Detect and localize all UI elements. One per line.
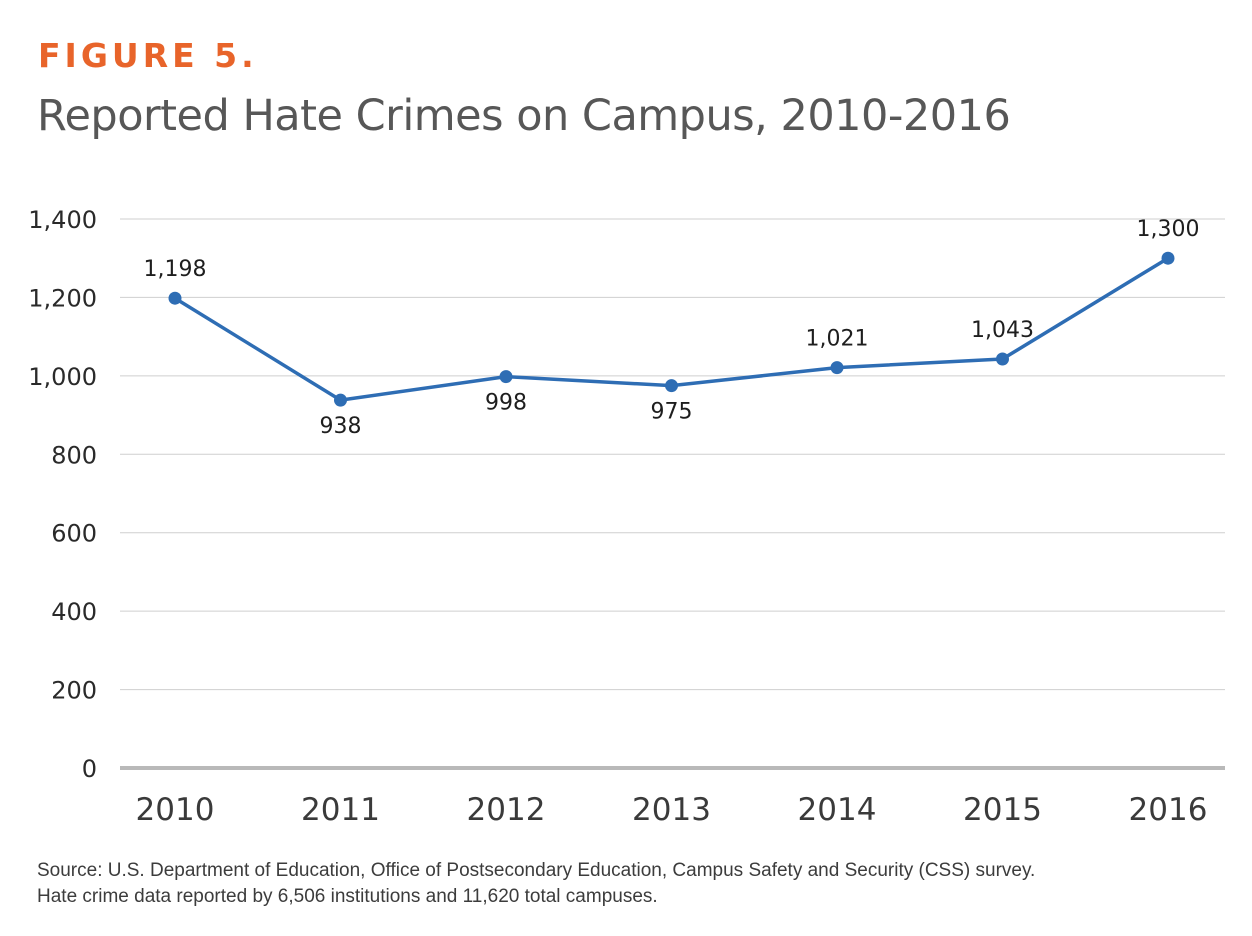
data-label: 975 bbox=[651, 400, 693, 425]
y-tick-label: 800 bbox=[51, 441, 97, 469]
y-tick-label: 200 bbox=[51, 677, 97, 705]
y-tick-label: 1,400 bbox=[28, 206, 97, 234]
y-tick-label: 0 bbox=[82, 755, 97, 783]
source-line-2: Hate crime data reported by 6,506 instit… bbox=[37, 886, 658, 907]
figure-label: FIGURE 5. bbox=[38, 36, 258, 75]
data-point bbox=[665, 379, 678, 393]
data-labels: 1,198 938 998 975 1,021 1,043 1,300 bbox=[144, 217, 1200, 439]
x-axis-tick-labels: 2010 2011 2012 2013 2014 2015 2016 bbox=[136, 792, 1208, 828]
data-label: 998 bbox=[485, 391, 527, 416]
x-tick-label: 2014 bbox=[798, 792, 877, 828]
x-tick-label: 2016 bbox=[1129, 792, 1208, 828]
source-line-1: Source: U.S. Department of Education, Of… bbox=[37, 860, 1036, 881]
source-note: Source: U.S. Department of Education, Of… bbox=[37, 858, 1035, 910]
data-point bbox=[1161, 251, 1175, 265]
x-tick-label: 2015 bbox=[963, 792, 1042, 828]
data-label: 1,300 bbox=[1137, 217, 1200, 242]
data-label: 1,043 bbox=[971, 318, 1034, 343]
y-tick-label: 600 bbox=[51, 520, 97, 548]
y-tick-label: 1,000 bbox=[28, 363, 97, 391]
series-layer bbox=[168, 251, 1175, 407]
x-tick-label: 2013 bbox=[632, 792, 711, 828]
data-point bbox=[499, 370, 513, 384]
x-tick-label: 2010 bbox=[136, 792, 215, 828]
y-tick-label: 1,200 bbox=[28, 284, 97, 312]
x-tick-label: 2011 bbox=[301, 792, 380, 828]
data-point bbox=[830, 361, 844, 375]
gridlines bbox=[120, 218, 1225, 770]
data-label: 938 bbox=[320, 414, 362, 439]
chart-title: Reported Hate Crimes on Campus, 2010-201… bbox=[37, 91, 1011, 141]
x-tick-label: 2012 bbox=[467, 792, 546, 828]
data-label: 1,198 bbox=[144, 257, 207, 282]
data-point bbox=[168, 291, 182, 305]
data-point bbox=[334, 393, 347, 407]
y-axis-tick-labels: 0 200 400 600 800 1,000 1,200 1,400 bbox=[28, 206, 97, 783]
data-point bbox=[996, 352, 1009, 366]
data-label: 1,021 bbox=[806, 327, 869, 352]
y-tick-label: 400 bbox=[51, 598, 97, 626]
